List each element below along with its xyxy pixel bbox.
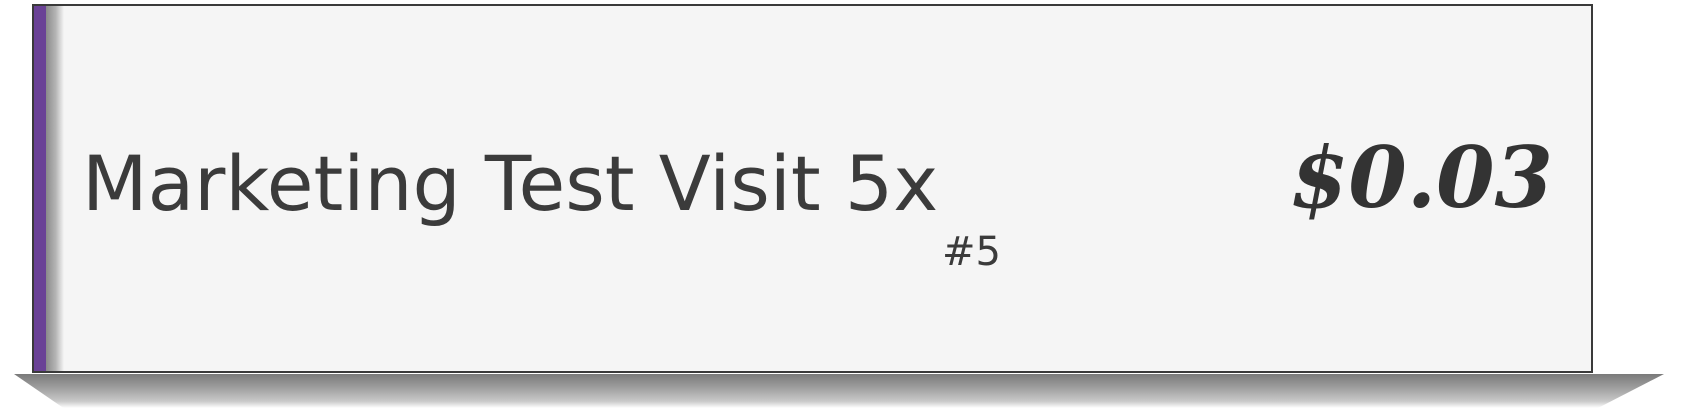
item-card[interactable]: Marketing Test Visit 5x #5 $0.03 (32, 4, 1593, 373)
accent-bar (34, 6, 46, 371)
item-number: #5 (942, 229, 1001, 275)
card-inner-shadow (46, 6, 64, 371)
item-title: Marketing Test Visit 5x (82, 139, 939, 228)
item-price: $0.03 (1289, 128, 1553, 227)
card-shadow (14, 374, 1664, 408)
